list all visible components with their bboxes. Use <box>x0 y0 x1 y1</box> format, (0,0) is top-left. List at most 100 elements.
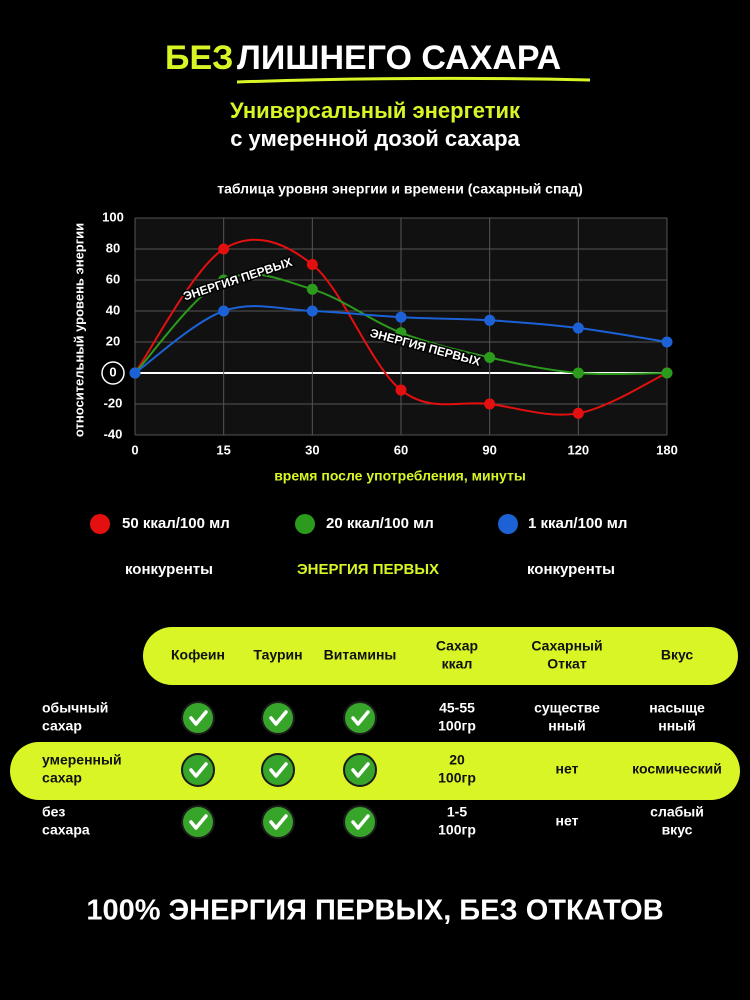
x-tick-label: 15 <box>216 442 230 457</box>
title-underline <box>236 76 591 84</box>
x-tick-label: 60 <box>394 442 408 457</box>
y-tick-label: 100 <box>102 209 124 224</box>
legend-label: 20 ккал/100 мл <box>326 515 434 532</box>
y-tick-label: -40 <box>104 426 123 441</box>
legend-marker <box>90 514 110 534</box>
cell: нный <box>658 718 695 734</box>
point <box>484 398 496 410</box>
legend-label: 50 ккал/100 мл <box>122 515 230 532</box>
point <box>572 367 584 379</box>
check-icon <box>261 753 295 787</box>
check-icon <box>261 701 295 735</box>
point <box>129 367 141 379</box>
chart-title: таблица уровня энергии и времени (сахарн… <box>217 181 583 197</box>
point <box>661 336 673 348</box>
check-icon <box>261 805 295 839</box>
y-tick-label: 40 <box>106 302 120 317</box>
row-label: сахара <box>42 822 90 838</box>
check-icon <box>343 701 377 735</box>
y-axis-label: относительный уровень энергии <box>71 223 86 437</box>
cell: нет <box>556 761 579 777</box>
cell: насыще <box>649 700 705 716</box>
cell: существе <box>534 700 600 716</box>
x-tick-label: 30 <box>305 442 319 457</box>
legend-caption: конкуренты <box>527 561 615 578</box>
cell: нный <box>548 718 585 734</box>
subtitle: Универсальный энергетик <box>230 98 521 123</box>
check-icon <box>181 753 215 787</box>
cell: слабый <box>650 804 704 820</box>
zero-marker <box>101 361 125 385</box>
y-tick-label: 80 <box>106 240 120 255</box>
column-header: Сахар <box>436 638 478 654</box>
legend-marker <box>498 514 518 534</box>
check-icon <box>181 805 215 839</box>
column-header: Откат <box>547 656 587 672</box>
column-header: Кофеин <box>171 647 225 663</box>
row-label: умеренный <box>42 752 122 768</box>
y-tick-label: 0 <box>109 364 116 379</box>
point <box>395 384 407 396</box>
check-icon <box>343 805 377 839</box>
check-mark <box>189 814 208 830</box>
point <box>572 407 584 419</box>
row-label: сахар <box>42 770 82 786</box>
y-tick-label: -20 <box>104 395 123 410</box>
point <box>395 311 407 323</box>
point <box>218 305 230 317</box>
point <box>484 314 496 326</box>
x-axis-label: время после употребления, минуты <box>274 468 526 484</box>
point <box>572 322 584 334</box>
table-header-bg <box>143 627 738 685</box>
row-label: обычный <box>42 700 108 716</box>
cell: 100гр <box>438 770 476 786</box>
point <box>484 352 496 363</box>
column-header: Витамины <box>324 647 397 663</box>
title-highlight: БЕЗ <box>165 39 233 77</box>
check-mark <box>351 710 370 726</box>
footer: 100% ЭНЕРГИЯ ПЕРВЫХ, БЕЗ ОТКАТОВ <box>86 895 663 927</box>
legend-caption: конкуренты <box>125 561 213 578</box>
check-mark <box>269 762 288 778</box>
check-mark <box>351 814 370 830</box>
column-header: Вкус <box>661 647 694 663</box>
row-label: без <box>42 804 65 820</box>
point <box>306 259 318 270</box>
check-icon <box>343 753 377 787</box>
cell: космический <box>632 761 722 777</box>
legend-caption: ЭНЕРГИЯ ПЕРВЫХ <box>297 561 439 578</box>
check-mark <box>269 710 288 726</box>
cell: нет <box>556 813 579 829</box>
x-tick-label: 90 <box>482 442 496 457</box>
check-icon <box>181 701 215 735</box>
cell: 100гр <box>438 822 476 838</box>
cell: 1-5 <box>447 804 467 820</box>
cell: 100гр <box>438 718 476 734</box>
check-mark <box>189 710 208 726</box>
column-header: ккал <box>442 656 473 672</box>
check-mark <box>189 762 208 778</box>
point <box>661 367 673 379</box>
y-tick-label: 60 <box>106 271 120 286</box>
legend-marker <box>295 514 315 534</box>
x-tick-label: 180 <box>656 442 678 457</box>
cell: 45-55 <box>439 700 475 716</box>
check-mark <box>351 762 370 778</box>
point <box>306 305 318 317</box>
row-label: сахар <box>42 718 82 734</box>
point <box>218 274 230 286</box>
check-mark <box>269 814 288 830</box>
cell: 20 <box>449 752 465 768</box>
title: ЛИШНЕГО САХАРА <box>237 39 561 77</box>
column-header: Таурин <box>253 647 302 663</box>
subtitle: с умеренной дозой сахара <box>230 126 520 151</box>
x-tick-label: 0 <box>131 442 138 457</box>
point <box>395 327 407 339</box>
legend-label: 1 ккал/100 мл <box>528 515 627 532</box>
column-header: Сахарный <box>531 638 602 654</box>
x-tick-label: 120 <box>567 442 589 457</box>
point <box>306 283 318 295</box>
